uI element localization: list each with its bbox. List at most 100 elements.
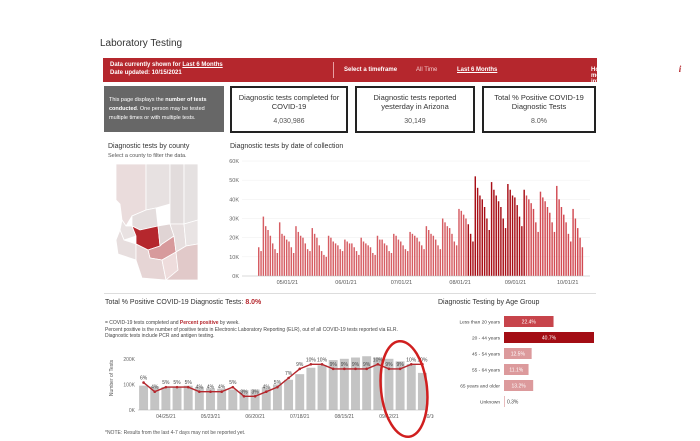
bar-daily-tests <box>558 199 560 276</box>
bar-daily-tests <box>320 251 323 276</box>
bar-daily-tests <box>490 182 493 276</box>
age-bar <box>504 364 529 375</box>
annotation-circle <box>379 339 429 439</box>
percent-label: 10% <box>317 357 328 363</box>
percent-point <box>153 390 157 394</box>
section-divider <box>104 293 596 294</box>
x-tick-label: 04/25/21 <box>156 414 176 420</box>
timeframe-all-time-button[interactable]: All Time <box>416 67 438 73</box>
age-bar <box>504 380 534 391</box>
bar-daily-tests <box>316 237 318 276</box>
timeframe-last-6-months-button[interactable]: Last 6 Months <box>457 67 498 73</box>
bar-weekly-tests <box>417 372 427 410</box>
banner-divider <box>333 62 334 78</box>
arizona-county-map[interactable] <box>112 160 212 285</box>
bar-daily-tests <box>313 233 316 276</box>
bar-daily-tests <box>521 226 523 276</box>
percent-label: 10% <box>306 357 317 363</box>
percent-point <box>398 367 402 371</box>
bar-daily-tests <box>465 218 467 276</box>
bar-daily-tests <box>525 195 528 276</box>
period-link[interactable]: Last 6 Months <box>182 62 223 68</box>
percent-label: 10% <box>373 357 384 363</box>
bar-daily-tests <box>488 230 490 276</box>
bar-daily-tests <box>518 216 521 276</box>
percent-point <box>354 367 357 371</box>
percent-point <box>276 385 279 389</box>
county-navajo[interactable] <box>169 163 185 225</box>
percent-label: 5% <box>185 380 193 386</box>
percent-point <box>331 367 335 371</box>
bar-daily-tests <box>264 226 267 276</box>
weekly-title-text: Total % Positive COVID-19 Diagnostic Tes… <box>105 299 246 306</box>
percent-point <box>376 362 380 366</box>
bar-daily-tests <box>486 218 488 276</box>
bar-weekly-tests <box>217 388 227 410</box>
bar-daily-tests <box>479 195 481 276</box>
percent-point <box>365 367 368 371</box>
kpi-label: Diagnostic tests completed for COVID-19 <box>238 93 340 111</box>
bar-daily-tests <box>332 241 334 276</box>
bar-daily-tests <box>299 235 302 276</box>
bar-daily-tests <box>295 226 297 276</box>
info-icon[interactable]: i <box>673 62 687 76</box>
bar-daily-tests <box>276 253 279 276</box>
x-tick-label: 06/20/21 <box>245 414 265 420</box>
county-greenlee[interactable] <box>183 219 199 247</box>
y-tick-label: 20K <box>229 236 239 242</box>
percent-label: 9% <box>396 362 404 368</box>
x-tick-label: 05/01/21 <box>277 280 298 286</box>
y-tick-label: 0K <box>232 274 239 280</box>
bar-weekly-tests <box>351 357 360 410</box>
x-tick-label: 07/18/21 <box>290 414 310 420</box>
percent-label: 5% <box>162 380 170 386</box>
bar-weekly-tests <box>317 365 327 410</box>
bar-daily-tests <box>469 233 472 276</box>
y-axis-title: Number of Tests <box>109 359 115 396</box>
age-bar <box>504 348 532 359</box>
percent-point <box>220 390 223 394</box>
bar-daily-tests <box>376 235 379 276</box>
bar-daily-tests <box>581 247 584 276</box>
bar-daily-tests <box>553 231 556 276</box>
age-category-label: Less than 20 years <box>459 320 500 326</box>
bar-daily-tests <box>260 251 262 276</box>
bar-daily-tests <box>549 212 551 276</box>
bar-daily-tests <box>474 176 477 276</box>
county-apache[interactable] <box>183 163 199 225</box>
bar-daily-tests <box>381 239 383 276</box>
county-cochise[interactable] <box>164 243 199 281</box>
bar-daily-tests <box>567 233 570 276</box>
bar-daily-tests <box>360 237 362 276</box>
bar-daily-tests <box>439 249 442 276</box>
age-value-label: 40.7% <box>542 336 557 342</box>
bar-daily-tests <box>365 243 367 276</box>
county-coconino[interactable] <box>145 163 171 211</box>
daily-tests-bar-chart[interactable]: 0K 10K 20K 30K 40K 50K 60K 05/01/21 06/01/21 07/0… <box>222 155 594 290</box>
bar-daily-tests <box>397 239 400 276</box>
bar-daily-tests <box>563 214 565 276</box>
timeframe-label: Select a timeframe <box>344 67 398 73</box>
bar-daily-tests <box>446 226 449 276</box>
bar-daily-tests <box>388 251 390 276</box>
percent-point <box>253 394 257 398</box>
bar-daily-tests <box>311 228 314 276</box>
age-group-bar-chart[interactable]: Less than 20 years 22.4% 20 - 44 years 40.7… <box>436 312 598 422</box>
age-value-label: 13.2% <box>512 384 527 390</box>
bar-daily-tests <box>455 245 458 276</box>
age-value-label: 0.3% <box>507 400 519 406</box>
bar-daily-tests <box>437 245 439 276</box>
bar-daily-tests <box>355 251 358 276</box>
bar-daily-tests <box>274 249 276 276</box>
percent-point <box>287 376 290 380</box>
bar-daily-tests <box>528 199 530 276</box>
weekly-legend: = COVID-19 tests completed and Percent p… <box>105 320 425 340</box>
bar-daily-tests <box>495 195 497 276</box>
legend-test-types: Diagnostic tests include PCR and antigen… <box>105 333 215 339</box>
bar-daily-tests <box>481 199 483 276</box>
info-banner: Data currently shown for Last 6 Months D… <box>103 58 687 85</box>
percent-label: 9% <box>330 362 338 368</box>
bar-daily-tests <box>341 251 344 276</box>
bar-daily-tests <box>416 237 418 276</box>
